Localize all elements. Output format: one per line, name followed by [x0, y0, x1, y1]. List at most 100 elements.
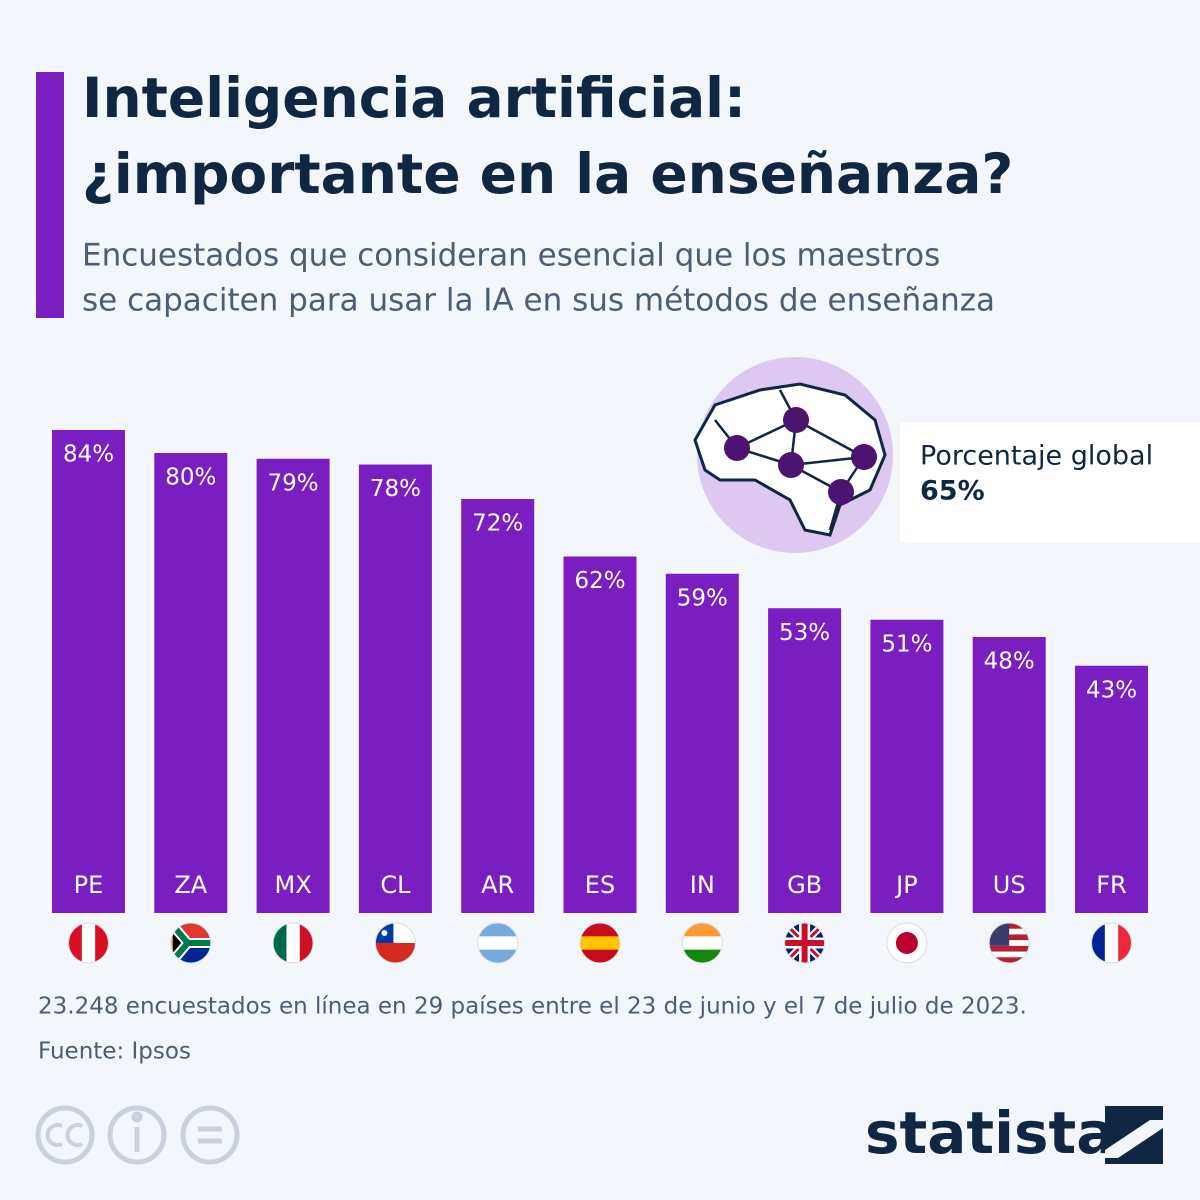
bar: [154, 453, 228, 913]
bar: [256, 458, 330, 913]
value-label: 72%: [472, 511, 523, 537]
flag-stripe: [477, 936, 518, 951]
value-label: 59%: [677, 585, 728, 611]
bar: [1075, 665, 1148, 913]
flag-border: [579, 922, 621, 964]
category-label: JP: [894, 871, 918, 899]
flag: [579, 922, 621, 964]
flag: [374, 922, 416, 964]
flag-stripe: [1118, 923, 1132, 963]
bar: [768, 608, 842, 913]
flag-stripe: [477, 949, 518, 963]
bar: [52, 430, 125, 913]
value-label: 48%: [984, 649, 1035, 675]
value-label: 43%: [1086, 677, 1137, 703]
flag-star: [381, 930, 388, 936]
value-label: 79%: [268, 470, 319, 496]
flag-stripe: [1104, 923, 1119, 963]
flag: [272, 922, 314, 964]
value-label: 53%: [779, 620, 830, 646]
category-label: IN: [690, 871, 715, 899]
category-label: CL: [380, 871, 411, 899]
flag-stripe: [1091, 923, 1106, 963]
category-label: PE: [74, 871, 104, 899]
flag-stripe: [95, 923, 109, 963]
flag-border: [681, 922, 723, 964]
flag-border: [988, 922, 1030, 964]
chart-subtitle: se capaciten para usar la IA en sus méto…: [82, 283, 995, 319]
flag-stripe: [682, 923, 723, 937]
flag: [784, 922, 826, 964]
flag: [170, 922, 212, 964]
category-label: GB: [787, 871, 822, 899]
flag-stripe: [580, 949, 620, 963]
accent-bar: [36, 72, 64, 318]
category-label: ZA: [174, 871, 207, 899]
bar: [972, 637, 1046, 913]
flag-border: [374, 922, 416, 964]
flag-body: [273, 923, 314, 963]
flag-stripe: [81, 923, 96, 963]
flag-border: [272, 922, 314, 964]
flag: [886, 922, 928, 964]
flag-border: [170, 922, 212, 964]
flag-stripe: [580, 936, 620, 951]
flag-stripe: [68, 923, 83, 963]
source: Fuente: Ipsos: [38, 1039, 191, 1065]
flag-body: [375, 923, 416, 963]
flag-stripe: [682, 936, 723, 951]
flag-stripe: [989, 945, 1030, 952]
chart-title: Inteligencia artificial:: [82, 66, 746, 130]
flag: [477, 922, 519, 964]
flag-border: [886, 922, 928, 964]
flag-body: [477, 923, 518, 963]
flag-shape: [784, 923, 825, 963]
flag-stripe: [989, 957, 1030, 963]
brand-mark: [1105, 1106, 1163, 1164]
license-icons: [35, 1105, 240, 1165]
flag: [68, 922, 109, 964]
flag-stripe: [682, 949, 723, 963]
value-label: 51%: [881, 631, 932, 657]
flag-border: [1091, 922, 1132, 964]
flag: [1091, 922, 1132, 964]
chart-subtitle: Encuestados que consideran esencial que …: [82, 238, 940, 274]
flag-body: [1091, 923, 1132, 963]
flag-body: [886, 923, 927, 963]
flag-stripe: [286, 923, 301, 963]
bar: [870, 619, 944, 913]
flag-stripe: [375, 943, 416, 963]
flag-border: [68, 922, 109, 964]
flag: [681, 922, 723, 964]
note: 23.248 encuestados en línea en 29 países…: [38, 994, 1027, 1020]
chart-title: ¿importante en la enseñanza?: [82, 142, 1013, 206]
brain-icon: [693, 357, 893, 553]
flag-body: [580, 923, 620, 963]
annotation-text: Porcentaje global: [920, 441, 1153, 472]
bar: [563, 556, 637, 913]
value-label: 78%: [370, 476, 421, 502]
bar: [665, 573, 739, 913]
flag-body: [682, 923, 723, 963]
bar: [461, 499, 535, 913]
flag-body: [68, 923, 109, 963]
flag: [988, 922, 1030, 964]
category-label: ES: [585, 871, 615, 899]
bar: [358, 464, 432, 913]
flag-stripe: [580, 923, 620, 937]
annotation-value: 65%: [920, 476, 985, 507]
flag-border: [784, 922, 826, 964]
category-label: MX: [275, 871, 312, 899]
flag-body: [784, 923, 825, 963]
value-label: 80%: [165, 465, 216, 491]
brand-logo: statista: [865, 1099, 1115, 1167]
flag-sun: [895, 932, 918, 954]
flag-stripe: [273, 923, 287, 963]
value-label: 84%: [63, 442, 114, 468]
annotation-box: [900, 422, 1200, 542]
category-label: AR: [481, 871, 514, 899]
flag-stripe: [477, 923, 518, 937]
flag-stripe: [989, 951, 1030, 958]
